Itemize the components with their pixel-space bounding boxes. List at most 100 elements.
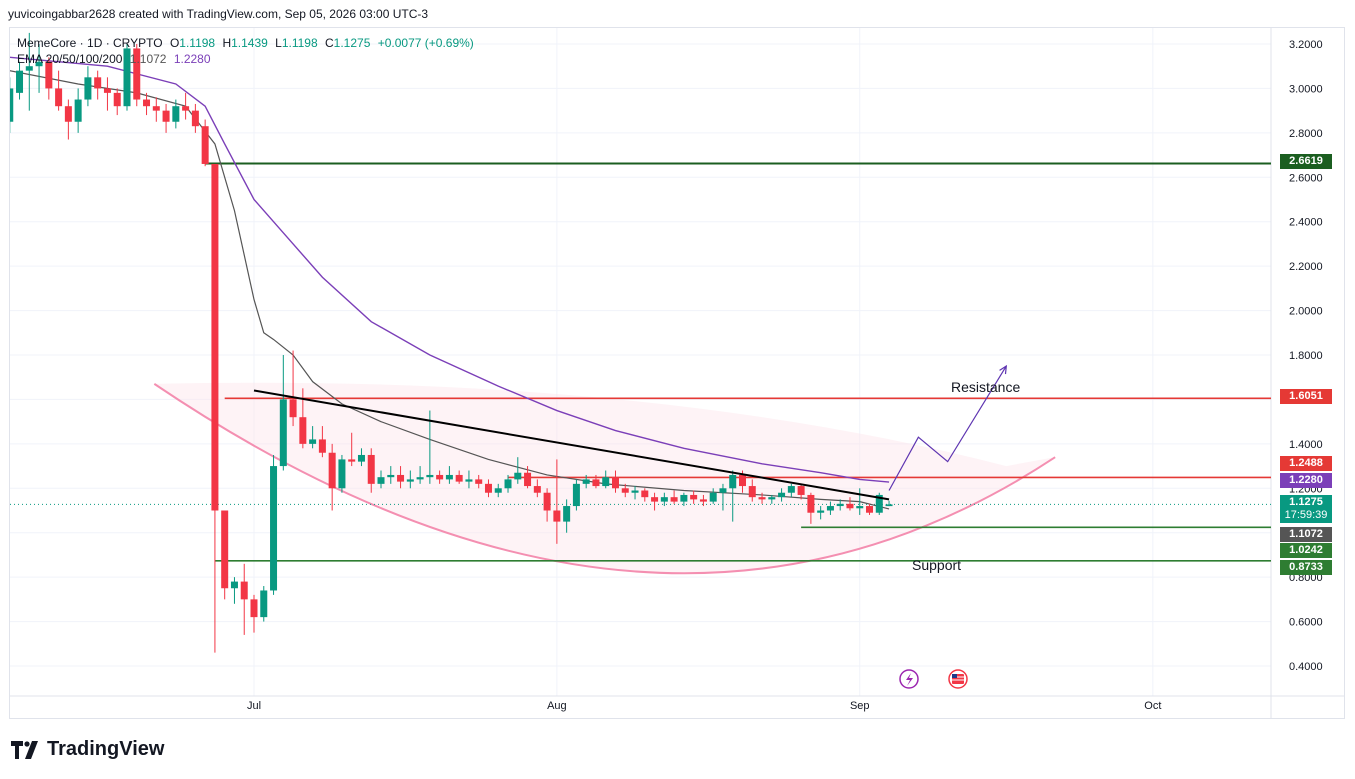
tradingview-logo-text: TradingView bbox=[47, 738, 165, 760]
price-tag-ema-fast: 1.1072 bbox=[1280, 527, 1332, 542]
legend-open-value: 1.1198 bbox=[179, 36, 216, 50]
candle-body bbox=[406, 479, 414, 482]
candle-body bbox=[25, 66, 33, 71]
chart-header: yuvicoingabbar2628 created with TradingV… bbox=[8, 7, 429, 21]
rounded-bottom-arc bbox=[153, 383, 1056, 575]
candle-body bbox=[758, 497, 766, 500]
tradingview-logo[interactable]: TradingView bbox=[11, 738, 164, 761]
candle-body bbox=[475, 479, 483, 484]
legend-ema-label: EMA 20/50/100/200 bbox=[17, 52, 123, 66]
candle-body bbox=[45, 61, 53, 89]
candle-body bbox=[797, 486, 805, 495]
candle-body bbox=[465, 479, 473, 482]
candle-body bbox=[514, 472, 522, 480]
candle-body bbox=[856, 506, 864, 509]
candle-body bbox=[768, 497, 776, 500]
candle-body bbox=[885, 504, 893, 507]
candle-body bbox=[328, 452, 336, 489]
candle-body bbox=[416, 477, 424, 480]
candle-body bbox=[377, 477, 385, 484]
y-tick-label: 0.8000 bbox=[1289, 572, 1323, 584]
candle-body bbox=[572, 483, 580, 507]
candle-body bbox=[240, 581, 248, 600]
candle-body bbox=[397, 474, 405, 482]
legend-ema-row[interactable]: EMA 20/50/100/200 1.1072 1.2280 bbox=[17, 51, 474, 67]
candle-body bbox=[35, 61, 43, 67]
price-tag-level-top: 2.6619 bbox=[1280, 154, 1332, 169]
candle-body bbox=[651, 497, 659, 502]
y-tick-label: 0.4000 bbox=[1289, 661, 1323, 673]
candle-body bbox=[357, 454, 365, 462]
candle-body bbox=[778, 492, 786, 498]
legend-high-value: 1.1439 bbox=[231, 36, 268, 50]
candle-body bbox=[211, 163, 219, 511]
candle-body bbox=[611, 477, 619, 489]
candle-body bbox=[660, 497, 668, 502]
candle-body bbox=[55, 88, 63, 107]
candle-body bbox=[318, 439, 326, 453]
legend-close-value: 1.1275 bbox=[333, 36, 371, 50]
candle-body bbox=[143, 99, 151, 107]
candle-body bbox=[524, 472, 532, 487]
candle-body bbox=[299, 417, 307, 444]
candle-body bbox=[445, 474, 453, 480]
chart-frame[interactable]: 3.2000 3.0000 2.8000 2.6000 2.4000 2.2000 2.00… bbox=[9, 27, 1345, 719]
candle-body bbox=[103, 88, 111, 93]
candle-body bbox=[787, 486, 795, 493]
y-tick-label: 1.4000 bbox=[1289, 439, 1323, 451]
candle-body bbox=[543, 492, 551, 511]
price-tag-ema-slow: 1.2280 bbox=[1280, 473, 1332, 488]
flag-canton bbox=[952, 674, 957, 678]
price-chart[interactable]: 3.2000 3.0000 2.8000 2.6000 2.4000 2.2000 2.00… bbox=[10, 28, 1344, 718]
candle-body bbox=[270, 466, 278, 591]
candle-body bbox=[348, 459, 356, 462]
x-tick-label: Aug bbox=[547, 700, 567, 712]
candle-body bbox=[162, 110, 170, 122]
support-label: Support bbox=[912, 557, 961, 573]
candle-body bbox=[817, 510, 825, 513]
candle-body bbox=[699, 499, 707, 502]
candle-body bbox=[504, 479, 512, 489]
candle-body bbox=[426, 474, 434, 478]
candle-body bbox=[182, 106, 190, 111]
x-tick-label: Jul bbox=[247, 700, 261, 712]
candle-body bbox=[533, 486, 541, 493]
price-tag-resistance: 1.6051 bbox=[1280, 389, 1332, 404]
candle-body bbox=[10, 88, 14, 122]
candle-body bbox=[279, 399, 287, 467]
candle-body bbox=[260, 590, 268, 618]
candle-body bbox=[631, 490, 639, 493]
candle-body bbox=[826, 506, 834, 511]
candle-body bbox=[836, 503, 844, 507]
resistance-label: Resistance bbox=[951, 379, 1020, 395]
y-tick-label: 2.6000 bbox=[1289, 172, 1323, 184]
candle-body bbox=[670, 497, 678, 502]
candle-body bbox=[94, 77, 102, 89]
legend-symbol[interactable]: MemeCore · 1D · CRYPTO bbox=[17, 36, 163, 50]
candle-body bbox=[221, 510, 229, 589]
candle-body bbox=[621, 488, 629, 493]
y-tick-label: 2.4000 bbox=[1289, 217, 1323, 229]
legend-ema-slow: 1.2280 bbox=[173, 52, 211, 66]
price-tag-level-mid: 1.2488 bbox=[1280, 456, 1332, 471]
y-tick-label: 2.8000 bbox=[1289, 128, 1323, 140]
candle-body bbox=[846, 503, 854, 509]
candle-body bbox=[133, 48, 141, 100]
legend-low-value: 1.1198 bbox=[281, 36, 318, 50]
price-tag-support-top: 1.0242 bbox=[1280, 543, 1332, 558]
price-tag-last: 1.1275 17:59:39 bbox=[1280, 495, 1332, 523]
candle-body bbox=[875, 494, 883, 513]
candle-body bbox=[64, 106, 72, 122]
candle-body bbox=[719, 488, 727, 493]
descending-trendline bbox=[253, 389, 890, 501]
candle-body bbox=[494, 488, 502, 493]
candle-body bbox=[592, 479, 600, 487]
candle-body bbox=[387, 474, 395, 478]
candle-body bbox=[191, 110, 199, 127]
legend-close-label: C bbox=[325, 36, 334, 50]
y-tick-label: 2.2000 bbox=[1289, 261, 1323, 273]
last-price-value: 1.1275 bbox=[1289, 496, 1323, 508]
legend-ohlc-row: MemeCore · 1D · CRYPTO O1.1198 H1.1439 L… bbox=[17, 35, 474, 51]
legend-high-label: H bbox=[222, 36, 232, 50]
candle-body bbox=[748, 486, 756, 498]
